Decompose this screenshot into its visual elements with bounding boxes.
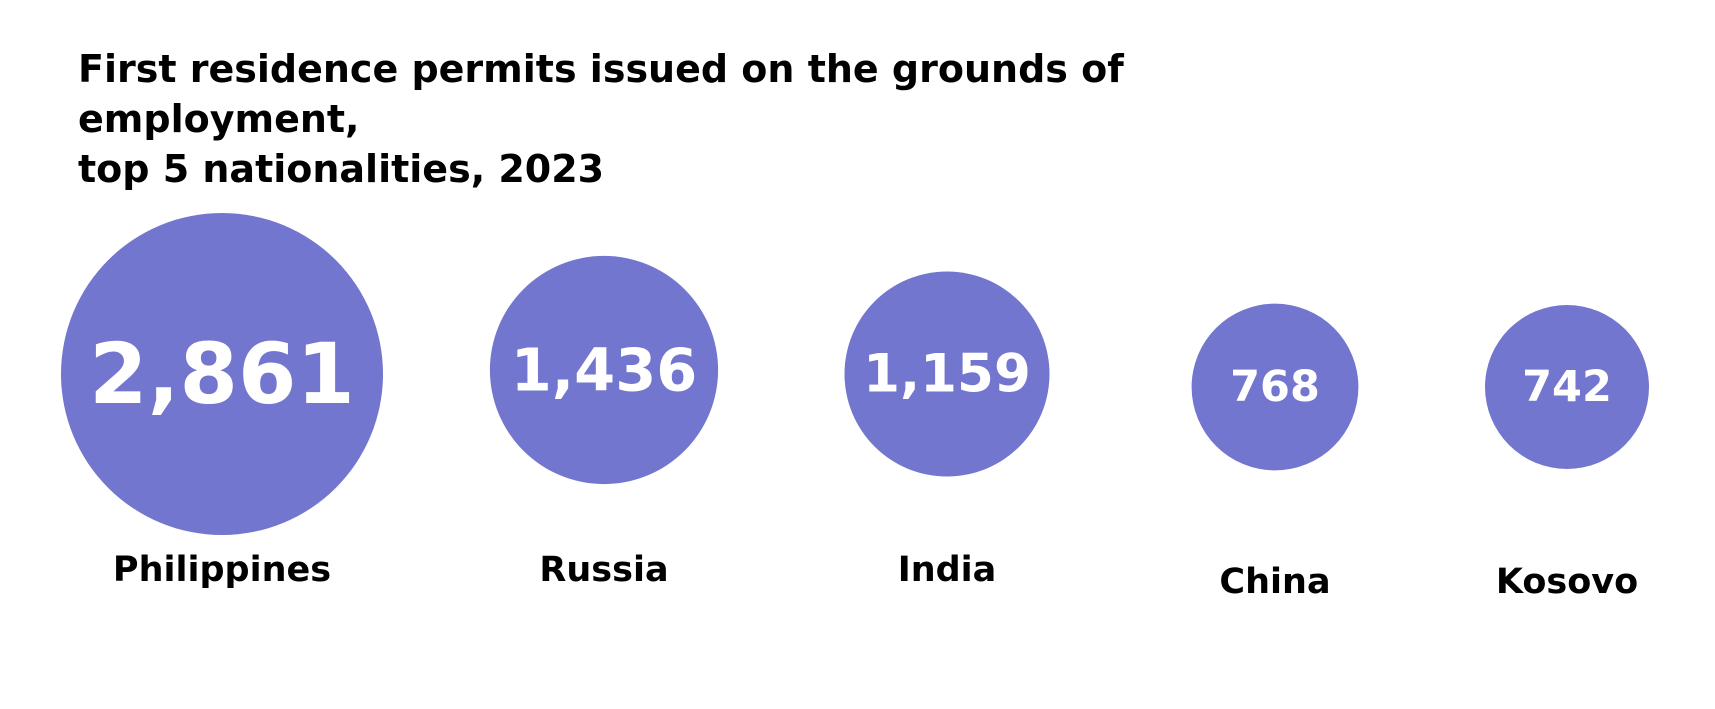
bubble-value-label: 2,861 <box>89 325 355 423</box>
category-label: Russia <box>539 550 668 590</box>
chart-title: First residence permits issued on the gr… <box>78 44 1378 194</box>
category-label: India <box>898 550 997 590</box>
bubble-india <box>844 271 1050 477</box>
bubble-value-label: 1,159 <box>863 344 1031 405</box>
bubble-kosovo <box>1485 305 1649 469</box>
category-label: Kosovo <box>1496 562 1638 602</box>
bubble-value-label: 768 <box>1230 362 1320 412</box>
bubble-philippines <box>61 213 383 535</box>
bubble-group-china: 768 China <box>1191 303 1359 602</box>
bubble-china <box>1191 303 1359 471</box>
bubble-group-kosovo: 742 Kosovo <box>1485 305 1649 602</box>
chart-title-line-2: top 5 nationalities, 2023 <box>78 147 605 191</box>
bubble-russia <box>489 255 719 485</box>
category-label: Philippines <box>113 550 331 590</box>
category-label: China <box>1219 562 1330 602</box>
bubble-group-india: 1,159 India <box>844 271 1050 590</box>
chart-title-line-1: First residence permits issued on the gr… <box>78 47 1124 141</box>
bubble-value-label: 1,436 <box>511 336 698 405</box>
bubble-group-philippines: 2,861 Philippines <box>61 213 383 590</box>
bubble-group-russia: 1,436 Russia <box>489 255 719 590</box>
bubble-value-label: 742 <box>1522 362 1612 412</box>
